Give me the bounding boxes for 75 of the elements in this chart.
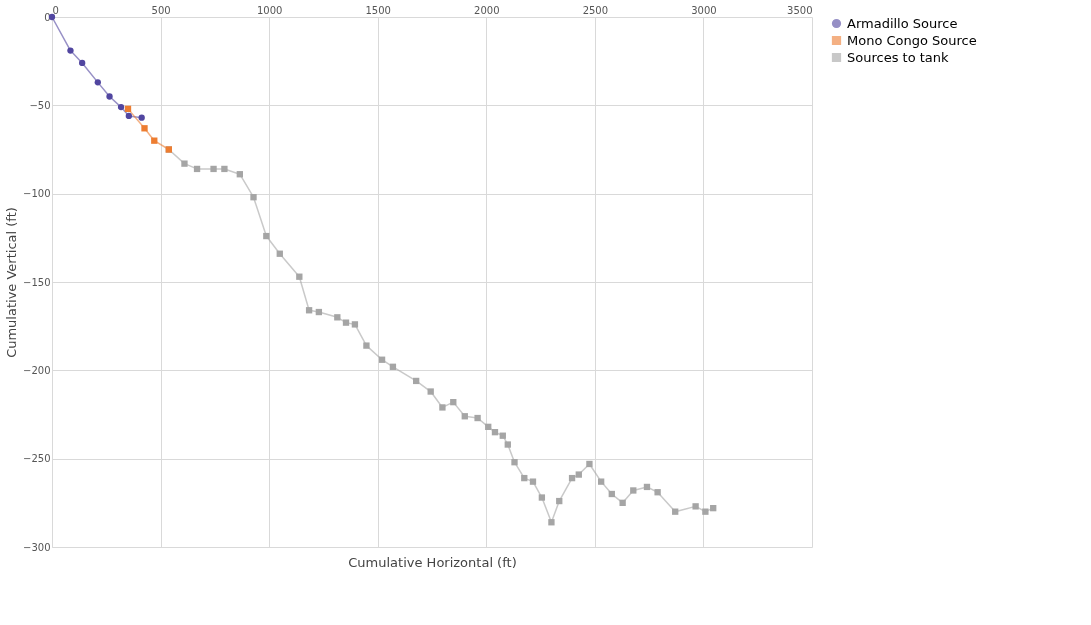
- point: [643, 483, 651, 491]
- point: [106, 93, 113, 100]
- x-tick-label: 500: [151, 4, 171, 16]
- point: [439, 404, 446, 411]
- point: [363, 342, 370, 349]
- point: [342, 319, 350, 326]
- point: [250, 194, 257, 201]
- point: [263, 232, 270, 240]
- point: [474, 414, 481, 422]
- point: [181, 160, 188, 167]
- x-tick-label: 1500: [365, 4, 391, 16]
- point: [548, 519, 555, 526]
- legend-label: Armadillo Source: [847, 15, 958, 31]
- y-tick-label: −150: [23, 276, 51, 288]
- point: [630, 487, 637, 494]
- point: [151, 137, 158, 144]
- point: [94, 79, 101, 86]
- x-tick-label: 2500: [582, 4, 609, 16]
- y-tick-label: −50: [29, 99, 51, 111]
- point: [619, 499, 626, 506]
- point: [485, 423, 492, 431]
- point: [305, 307, 313, 314]
- point: [575, 471, 582, 478]
- point: [692, 503, 699, 510]
- point: [702, 508, 709, 515]
- x-tick-label: 3000: [691, 4, 717, 16]
- x-tick-label: 1000: [256, 4, 283, 16]
- point: [117, 103, 125, 111]
- y-tick-label: −100: [23, 188, 51, 200]
- point: [67, 47, 74, 54]
- point: [427, 388, 434, 395]
- point: [193, 165, 201, 173]
- point: [568, 474, 576, 482]
- point: [556, 497, 563, 505]
- point: [710, 504, 717, 512]
- point: [138, 114, 145, 121]
- point: [499, 432, 506, 439]
- point: [334, 314, 341, 321]
- y-tick-label: −250: [23, 453, 51, 465]
- point: [412, 377, 420, 385]
- point: [461, 413, 468, 420]
- point: [210, 165, 217, 173]
- point: [389, 363, 397, 370]
- point: [521, 474, 528, 482]
- point: [538, 494, 546, 501]
- point: [79, 59, 86, 67]
- legend-label: Sources to tank: [847, 49, 950, 65]
- point: [608, 490, 615, 498]
- point: [221, 165, 228, 173]
- point: [296, 273, 303, 280]
- point: [672, 508, 679, 515]
- point: [236, 171, 243, 178]
- point: [141, 125, 148, 132]
- point: [586, 460, 593, 468]
- point: [654, 489, 661, 496]
- point: [529, 478, 537, 485]
- point: [315, 308, 323, 316]
- y-tick-label: −200: [23, 364, 51, 376]
- point: [597, 478, 605, 485]
- point: [450, 398, 457, 406]
- y-tick-label: −300: [23, 541, 51, 553]
- legend-label: Mono Congo Source: [847, 32, 977, 48]
- point: [351, 321, 359, 328]
- x-axis-title: Cumulative Horizontal (ft): [348, 554, 517, 570]
- point: [125, 112, 133, 120]
- y-axis-title: Cumulative Vertical (ft): [4, 207, 20, 358]
- point: [124, 105, 132, 113]
- point: [491, 429, 499, 436]
- point: [511, 459, 518, 466]
- x-tick-label: 2000: [474, 4, 500, 16]
- x-tick-label: 0: [52, 4, 59, 16]
- point: [276, 250, 283, 257]
- x-tick-label: 3500: [787, 4, 813, 16]
- point: [504, 441, 511, 448]
- point: [378, 356, 386, 363]
